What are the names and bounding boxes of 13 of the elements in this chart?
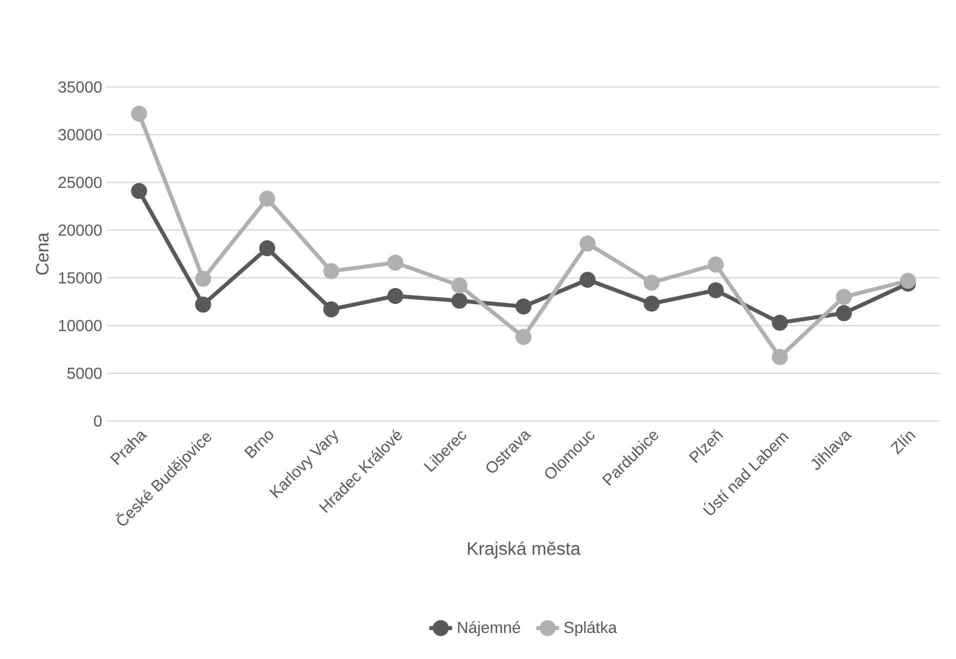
y-tick-label: 5000 xyxy=(67,368,102,379)
y-tick-label: 35000 xyxy=(58,81,102,93)
y-tick-label: 25000 xyxy=(58,176,102,188)
y-tick-label: 0 xyxy=(94,415,102,427)
y-tick-label: 30000 xyxy=(58,129,102,140)
y-tick-label: 10000 xyxy=(59,320,102,332)
x-axis-title: Krajská města xyxy=(468,541,581,558)
y-tick-label: 15000 xyxy=(59,272,102,284)
legend-label: Splátka xyxy=(564,621,617,636)
x-tick-label: Zlín xyxy=(890,432,916,454)
y-axis-title: Cena xyxy=(36,232,49,275)
legend-label: Nájemné xyxy=(458,621,520,636)
y-tick-label: 20000 xyxy=(58,224,102,236)
